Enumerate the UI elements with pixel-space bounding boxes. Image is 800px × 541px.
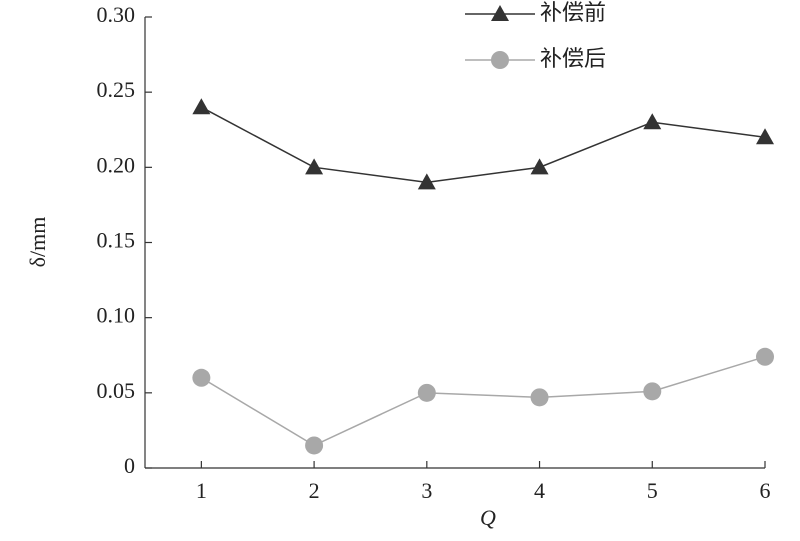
- data-point: [192, 368, 211, 387]
- y-tick-label: 0.15: [97, 228, 136, 253]
- y-tick-label: 0.05: [97, 378, 136, 403]
- data-point: [305, 436, 324, 455]
- legend-label: 补偿后: [540, 47, 606, 72]
- y-tick-label: 0.10: [97, 303, 136, 328]
- x-axis-label: Q: [480, 505, 496, 530]
- data-point: [417, 383, 436, 402]
- data-point: [643, 382, 662, 401]
- data-point: [756, 347, 774, 366]
- x-tick-label: 4: [534, 478, 545, 503]
- y-axis-label: δ/mm: [25, 217, 50, 268]
- y-tick-label: 0.20: [97, 152, 136, 177]
- x-tick-label: 6: [760, 478, 771, 503]
- y-tick-label: 0.25: [97, 77, 136, 102]
- data-point: [643, 113, 662, 130]
- data-point: [756, 128, 774, 145]
- series-line: [200, 356, 766, 447]
- data-point: [305, 158, 324, 175]
- legend-label: 补偿前: [540, 1, 606, 26]
- data-point: [417, 173, 436, 190]
- data-point: [192, 98, 211, 115]
- x-tick-label: 2: [309, 478, 320, 503]
- x-tick-label: 1: [196, 478, 207, 503]
- y-tick-label: 0: [124, 453, 135, 478]
- data-point: [530, 388, 549, 407]
- y-tick-label: 0.30: [97, 2, 136, 27]
- x-tick-label: 3: [421, 478, 432, 503]
- series-line: [201, 106, 766, 184]
- data-point: [530, 158, 549, 175]
- x-tick-label: 5: [647, 478, 658, 503]
- legend-marker: [491, 51, 509, 69]
- legend-marker: [491, 5, 509, 21]
